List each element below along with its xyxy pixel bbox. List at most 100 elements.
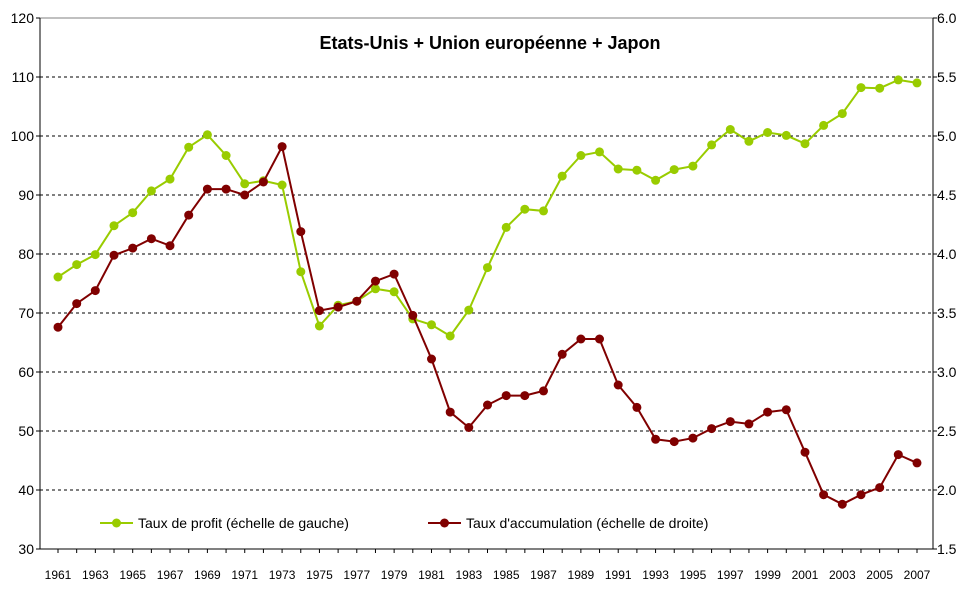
left-tick-label: 90 bbox=[18, 187, 34, 203]
data-point bbox=[501, 222, 511, 232]
data-point bbox=[296, 227, 306, 237]
data-point bbox=[837, 109, 847, 119]
x-tick-label: 1977 bbox=[343, 568, 370, 582]
data-point bbox=[651, 175, 661, 185]
data-point bbox=[146, 186, 156, 196]
data-point bbox=[296, 267, 306, 277]
data-point bbox=[221, 184, 231, 194]
data-point bbox=[53, 322, 63, 332]
left-tick-label: 40 bbox=[18, 482, 34, 498]
data-point bbox=[576, 151, 586, 160]
data-point bbox=[557, 349, 567, 359]
left-tick-label: 80 bbox=[18, 246, 34, 262]
data-point bbox=[576, 334, 586, 344]
data-point bbox=[819, 120, 829, 130]
data-point bbox=[632, 402, 642, 412]
data-point bbox=[800, 447, 810, 457]
data-point bbox=[371, 276, 380, 286]
series-layer bbox=[53, 75, 922, 509]
x-tick-label: 1965 bbox=[119, 568, 146, 582]
legend-item-accumulation: Taux d'accumulation (échelle de droite) bbox=[428, 515, 708, 531]
x-axis-ticks: 1961 1963 1965 1967 1969 1971 1973 1975 1977 1979… bbox=[45, 549, 931, 582]
x-tick-label: 2007 bbox=[904, 568, 931, 582]
data-point bbox=[72, 260, 82, 270]
data-point bbox=[165, 241, 175, 251]
right-tick-label: 3.0 bbox=[937, 364, 957, 380]
data-point bbox=[669, 165, 679, 175]
data-point bbox=[781, 405, 791, 415]
x-tick-label: 2005 bbox=[866, 568, 893, 582]
legend-marker-accumulation bbox=[440, 518, 449, 528]
x-tick-label: 1981 bbox=[418, 568, 445, 582]
data-point bbox=[856, 83, 866, 93]
data-point bbox=[352, 296, 362, 306]
legend-item-profit: Taux de profit (échelle de gauche) bbox=[100, 515, 349, 531]
data-point bbox=[557, 171, 567, 181]
data-point bbox=[781, 130, 791, 140]
data-point bbox=[763, 128, 773, 137]
x-tick-label: 1975 bbox=[306, 568, 333, 582]
x-tick-label: 1967 bbox=[157, 568, 184, 582]
x-tick-label: 1995 bbox=[680, 568, 707, 582]
data-point bbox=[464, 305, 474, 315]
data-point bbox=[539, 206, 548, 216]
data-point bbox=[427, 354, 436, 364]
left-tick-label: 110 bbox=[12, 69, 35, 85]
data-point bbox=[128, 208, 138, 218]
x-tick-label: 1993 bbox=[642, 568, 669, 582]
data-point bbox=[875, 83, 885, 93]
data-point bbox=[875, 483, 885, 493]
data-point bbox=[707, 140, 717, 150]
data-point bbox=[184, 142, 194, 152]
data-point bbox=[669, 437, 679, 447]
data-point bbox=[539, 386, 548, 396]
x-tick-label: 1961 bbox=[45, 568, 72, 582]
legend-marker-profit bbox=[112, 518, 121, 528]
data-point bbox=[109, 250, 119, 260]
data-point bbox=[632, 165, 642, 175]
data-point bbox=[520, 391, 530, 401]
chart-title: Etats-Unis + Union européenne + Japon bbox=[319, 33, 660, 53]
data-point bbox=[613, 380, 623, 390]
right-tick-label: 3.5 bbox=[937, 305, 957, 321]
data-point bbox=[651, 434, 661, 444]
x-tick-label: 2003 bbox=[829, 568, 856, 582]
right-tick-label: 1.5 bbox=[937, 541, 957, 557]
data-point bbox=[109, 221, 119, 231]
data-point bbox=[464, 423, 474, 432]
data-point bbox=[146, 234, 156, 244]
data-point bbox=[445, 407, 455, 417]
data-point bbox=[240, 179, 250, 189]
x-tick-label: 1979 bbox=[381, 568, 408, 582]
data-point bbox=[165, 174, 175, 184]
data-point bbox=[53, 272, 63, 282]
data-point bbox=[707, 424, 717, 434]
data-point bbox=[389, 287, 399, 297]
data-point bbox=[371, 284, 380, 294]
data-point bbox=[595, 147, 604, 157]
data-point bbox=[128, 243, 138, 253]
legend-label-accumulation: Taux d'accumulation (échelle de droite) bbox=[466, 515, 708, 531]
legend: Taux de profit (échelle de gauche) Taux … bbox=[100, 515, 708, 531]
left-tick-label: 60 bbox=[18, 364, 34, 380]
data-point bbox=[800, 139, 810, 149]
left-tick-label: 100 bbox=[11, 128, 35, 144]
data-point bbox=[819, 490, 829, 500]
data-point bbox=[202, 184, 212, 194]
right-tick-label: 4.0 bbox=[937, 246, 957, 262]
x-tick-label: 1973 bbox=[269, 568, 296, 582]
data-point bbox=[725, 417, 735, 427]
right-tick-label: 2.5 bbox=[937, 423, 957, 439]
data-point bbox=[408, 310, 418, 320]
data-point bbox=[389, 269, 399, 279]
data-point bbox=[202, 130, 212, 140]
data-point bbox=[744, 419, 754, 429]
right-tick-label: 5.5 bbox=[937, 69, 957, 85]
x-tick-label: 1997 bbox=[717, 568, 744, 582]
x-tick-label: 1983 bbox=[455, 568, 482, 582]
data-point bbox=[744, 136, 754, 146]
data-point bbox=[277, 180, 287, 190]
legend-label-profit: Taux de profit (échelle de gauche) bbox=[138, 515, 349, 531]
